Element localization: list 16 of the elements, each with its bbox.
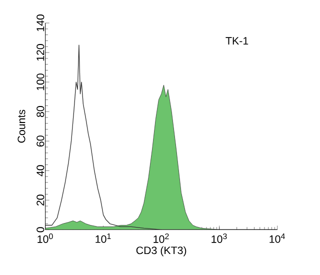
x-tick-label: 10$^{0}$ [38, 233, 53, 243]
x-tick-label: 10$^{2}$ [154, 233, 169, 243]
x-tick-label: 10$^{3}$ [212, 233, 227, 243]
x-axis-title: CD3 (KT3) [136, 246, 186, 256]
y-tick-label: 140 [36, 14, 44, 32]
annotation: TK-1 [226, 37, 248, 44]
y-axis-title: Counts [18, 110, 26, 143]
x-tick-label: 10$^{4}$ [270, 233, 285, 243]
y-tick-label: 80 [36, 106, 44, 118]
y-tick-label: 60 [36, 136, 44, 146]
y-tick-label: 100 [36, 74, 44, 90]
x-tick-label: 10$^{1}$ [96, 233, 111, 243]
y-tick-label: 40 [36, 165, 44, 176]
y-tick-label: 0 [36, 227, 44, 232]
y-tick-label: 120 [36, 44, 44, 61]
y-tick-label: 20 [36, 194, 44, 206]
